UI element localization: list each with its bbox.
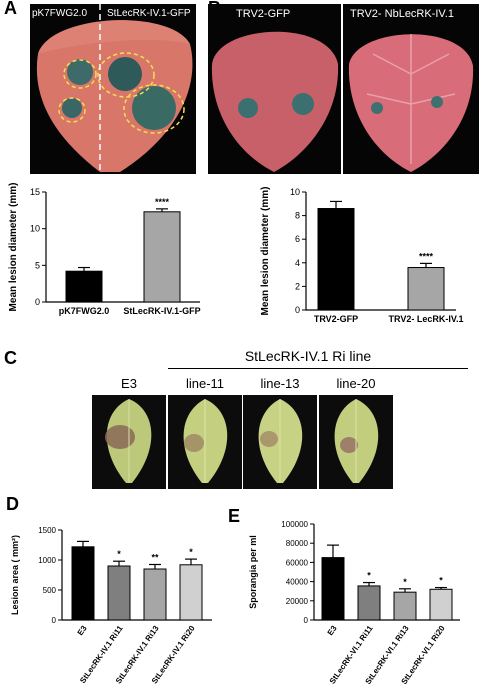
- y-axis-label: Mean lesion diameter (mm): [8, 183, 19, 312]
- bar-1: [71, 546, 95, 621]
- bar-3: [143, 568, 167, 621]
- ri-line-group-label: StLecRK-IV.1 Ri line: [244, 348, 372, 364]
- panel-letter-d: D: [6, 494, 19, 514]
- y-tick-label: 2: [295, 281, 300, 291]
- leaf-photo-a: [30, 4, 196, 174]
- x-tick-label: TRV2-GFP: [314, 314, 358, 324]
- significance-marker: ****: [419, 251, 434, 261]
- significance-marker: *: [189, 547, 193, 557]
- y-tick-label: 1000: [38, 556, 56, 565]
- y-tick-label: 0: [295, 305, 300, 315]
- label-stlecrk-gfp: StLecRK-IV.1-GFP: [107, 8, 191, 19]
- y-tick-label: 40000: [286, 578, 309, 587]
- y-tick-label: 60000: [286, 558, 309, 567]
- significance-marker: *: [367, 571, 371, 581]
- y-tick-label: 80000: [286, 539, 309, 548]
- y-tick-label: 20000: [286, 597, 309, 606]
- y-tick-label: 4: [295, 258, 300, 268]
- y-tick-label: 0: [35, 297, 40, 307]
- leaf-image-e3: [92, 395, 166, 489]
- x-tick-label: E3: [326, 624, 339, 638]
- leaf-photo-line-13: [243, 395, 317, 489]
- y-axis-label: Mean lesion diameter (mm): [260, 187, 271, 316]
- significance-marker: **: [151, 553, 159, 563]
- y-axis-label: Lesion area ( mm²): [10, 535, 20, 615]
- y-tick-label: 15: [30, 187, 40, 197]
- leaf-photo-e3: [92, 395, 166, 489]
- chart-a: 0 5 10 15 Mean lesion diameter (mm) pK7FWG2.0…: [8, 183, 201, 316]
- bar-4: [179, 564, 203, 621]
- leaf-photo-b-left: [208, 4, 341, 174]
- label-pk7fwg2: pK7FWG2.0: [32, 8, 88, 19]
- x-tick-label: TRV2- LecRK-IV.1: [388, 314, 463, 324]
- leaf-image-b-left: [208, 4, 341, 174]
- y-tick-label: 500: [43, 586, 57, 595]
- leaf-photo-b-right: [343, 4, 479, 174]
- y-tick-label: 6: [295, 234, 300, 244]
- y-tick-label: 0: [304, 616, 309, 625]
- chart-b: 0 2 4 6 8 10 Mean lesion diameter (mm) TRV2-GFP…: [260, 187, 464, 324]
- group-underline: [168, 368, 468, 369]
- leaf-label-line-11: line-11: [185, 376, 225, 391]
- y-tick-label: 8: [295, 211, 300, 221]
- significance-marker: *: [439, 576, 443, 586]
- bar-2: [357, 585, 381, 621]
- leaf-photo-line-20: [319, 395, 393, 489]
- x-tick-label: StLecRK-IV.1-GFP: [123, 306, 200, 316]
- y-tick-label: 5: [35, 260, 40, 270]
- bar-1: [65, 270, 103, 303]
- bar-2: [143, 211, 181, 303]
- bar-4: [429, 588, 453, 621]
- leaf-image-line-13: [243, 395, 317, 489]
- leaf-photo-line-11: [168, 395, 242, 489]
- panel-letter-e: E: [228, 506, 241, 526]
- y-axis-label: Sporangia per ml: [248, 535, 258, 609]
- x-tick-label: E3: [76, 624, 89, 638]
- x-tick-label: pK7FWG2.0: [59, 306, 110, 316]
- leaf-image-line-11: [168, 395, 242, 489]
- label-trv2-nblecrk: TRV2- NbLecRK-IV.1: [350, 8, 454, 20]
- leaf-image-line-20: [319, 395, 393, 489]
- leaf-image-b-right: [343, 4, 479, 174]
- leaf-image-a: [30, 4, 196, 174]
- bar-2: [407, 267, 445, 311]
- significance-marker: *: [117, 549, 121, 559]
- bar-3: [393, 591, 417, 621]
- significance-marker: ****: [155, 197, 170, 207]
- leaf-label-line-20: line-20: [336, 376, 376, 391]
- y-tick-label: 1500: [38, 526, 56, 535]
- y-tick-label: 0: [52, 616, 57, 625]
- y-tick-label: 10: [290, 187, 300, 197]
- y-tick-label: 100000: [281, 520, 308, 529]
- significance-marker: *: [403, 577, 407, 587]
- bar-2: [107, 565, 131, 621]
- y-tick-label: 10: [30, 224, 40, 234]
- leaf-label-e3: E3: [121, 376, 137, 391]
- bar-1: [321, 557, 345, 621]
- label-trv2-gfp: TRV2-GFP: [236, 8, 291, 20]
- leaf-label-line-13: line-13: [260, 376, 300, 391]
- bar-1: [317, 208, 355, 311]
- chart-e: 0 20000 40000 60000 80000 100000 Sporangia per…: [248, 520, 460, 686]
- panel-letter-c: C: [4, 348, 17, 368]
- panel-letter-a: A: [4, 0, 17, 18]
